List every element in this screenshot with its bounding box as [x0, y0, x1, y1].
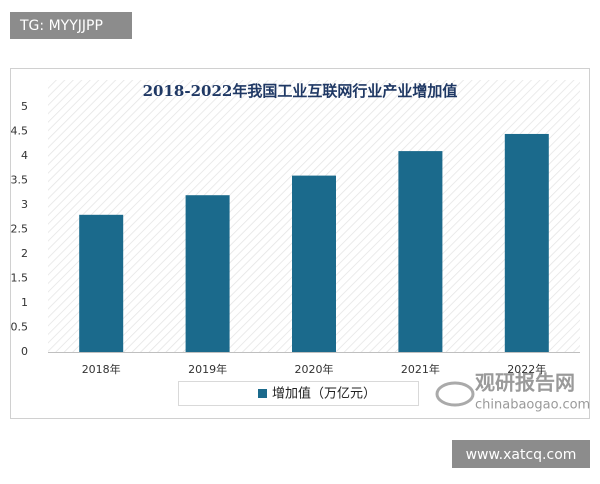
bar	[504, 133, 549, 352]
bar	[292, 175, 336, 352]
legend-swatch	[258, 389, 267, 398]
url-text: www.xatcq.com	[466, 447, 577, 463]
y-tick-label: 4.5	[11, 125, 29, 138]
y-tick-label: 0	[21, 345, 28, 358]
url-box	[452, 440, 590, 468]
x-tick-label: 2021年	[401, 362, 440, 376]
bar	[185, 195, 230, 352]
y-tick-label: 1	[21, 296, 28, 309]
y-tick-label: 4	[21, 149, 28, 162]
y-tick-label: 3.5	[11, 174, 29, 187]
y-tick-label: 2	[21, 247, 28, 260]
bar	[398, 151, 443, 352]
y-tick-label: 0.5	[11, 321, 29, 334]
watermark-url: chinabaogao.com	[475, 398, 590, 413]
x-tick-label: 2020年	[295, 362, 334, 376]
y-tick-label: 1.5	[11, 272, 29, 285]
y-tick-label: 2.5	[11, 223, 29, 236]
legend-box	[178, 381, 419, 406]
tag-text: TG: MYYJJPP	[19, 18, 103, 34]
tag-box	[10, 12, 132, 39]
watermark-logo	[435, 381, 475, 407]
x-tick-label: 2022年	[507, 362, 546, 376]
bar	[79, 214, 124, 352]
legend-label: 增加值（万亿元）	[272, 386, 376, 402]
watermark-name: 观研报告网	[475, 371, 575, 395]
x-tick-label: 2019年	[188, 362, 227, 376]
y-tick-label: 5	[21, 100, 28, 113]
chart-title: 2018-2022年我国工业互联网行业产业增加值	[143, 82, 458, 100]
x-tick-label: 2018年	[82, 362, 121, 376]
y-tick-label: 3	[21, 198, 28, 211]
